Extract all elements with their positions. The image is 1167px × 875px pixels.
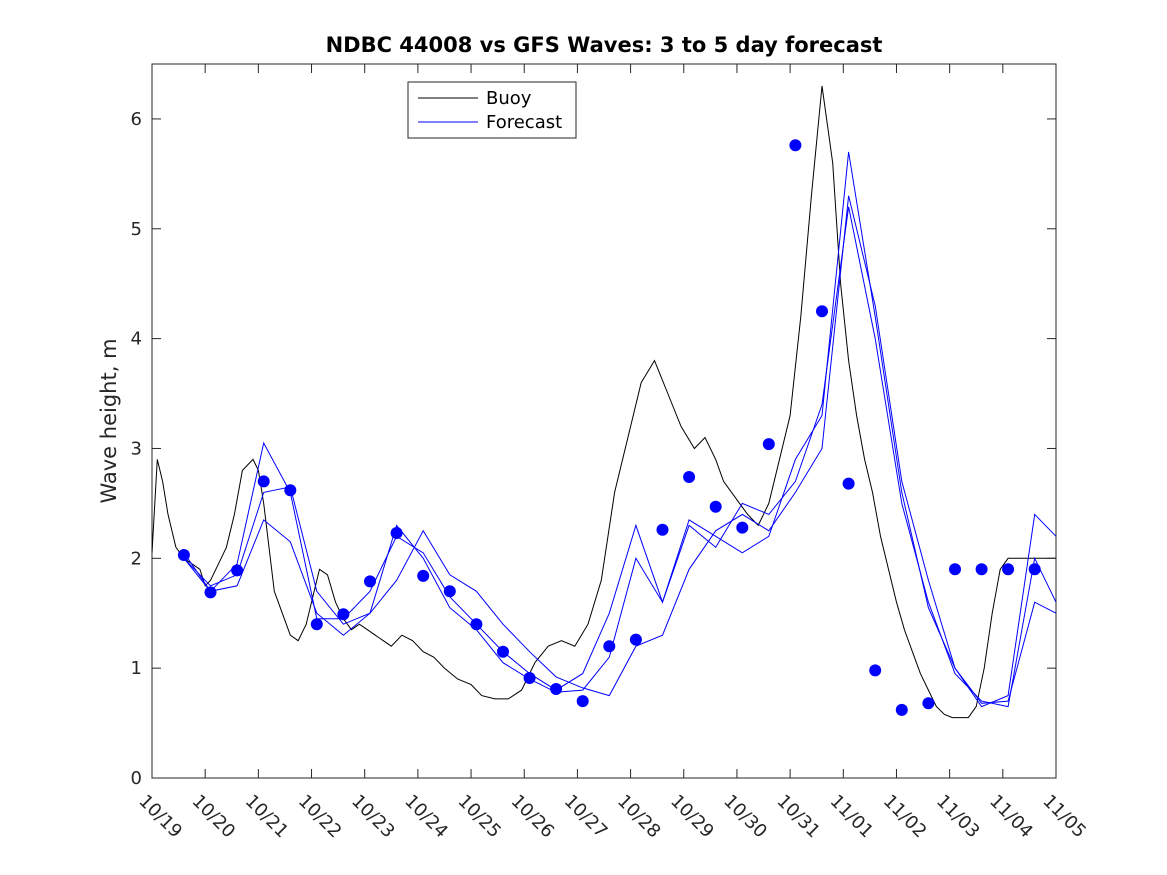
legend-box	[407, 81, 577, 139]
y-tick-label: 2	[131, 548, 142, 569]
forecast-marker	[204, 586, 217, 599]
forecast-marker	[576, 695, 589, 708]
forecast-marker	[842, 477, 855, 490]
series-line-forecast-3	[183, 151, 1057, 704]
y-axis-label: Wave height, m	[97, 338, 121, 503]
forecast-marker	[789, 139, 802, 152]
forecast-marker	[310, 618, 323, 631]
y-tick-label: 6	[131, 109, 142, 130]
forecast-marker	[1002, 563, 1015, 576]
forecast-marker	[177, 549, 190, 561]
forecast-marker	[497, 645, 509, 658]
forecast-marker	[762, 438, 775, 451]
y-tick-label: 4	[131, 329, 142, 350]
forecast-marker	[922, 697, 935, 710]
series-line-forecast-2	[183, 206, 1057, 708]
y-tick-label: 3	[131, 438, 142, 459]
forecast-marker	[257, 475, 270, 488]
series-line-forecast-1	[183, 195, 1057, 708]
legend-label-forecast: Forecast	[486, 112, 562, 133]
forecast-marker	[949, 563, 961, 576]
forecast-marker	[337, 608, 350, 621]
forecast-marker	[364, 575, 376, 588]
series-line-buoy	[151, 85, 1056, 719]
legend: Buoy Forecast	[407, 81, 577, 139]
legend-label-buoy: Buoy	[486, 88, 532, 109]
forecast-marker	[975, 563, 988, 576]
forecast-marker	[1028, 563, 1041, 576]
forecast-marker	[895, 703, 908, 716]
y-tick-label: 0	[131, 768, 142, 789]
forecast-marker	[550, 683, 563, 695]
forecast-marker	[736, 521, 749, 534]
forecast-marker	[470, 618, 483, 631]
forecast-marker	[523, 672, 536, 684]
forecast-marker	[629, 633, 642, 646]
series-layer	[151, 85, 1057, 719]
forecast-marker	[390, 527, 403, 539]
forecast-marker	[656, 523, 669, 536]
y-axis-ticks: 0 1 2 3 4 5 6	[131, 109, 1056, 789]
axes-box	[151, 63, 1057, 779]
forecast-marker	[816, 305, 828, 318]
forecast-marker	[869, 664, 882, 677]
forecast-marker	[683, 471, 696, 483]
forecast-marker	[231, 564, 244, 577]
forecast-marker	[443, 585, 456, 598]
forecast-marker	[603, 640, 616, 653]
forecast-marker	[709, 500, 722, 513]
forecast-marker	[417, 569, 430, 582]
marker-layer	[177, 139, 1041, 716]
chart-title: NDBC 44008 vs GFS Waves: 3 to 5 day fore…	[326, 33, 883, 57]
y-tick-label: 1	[131, 658, 142, 679]
forecast-marker	[284, 484, 297, 497]
y-tick-label: 5	[131, 219, 142, 240]
